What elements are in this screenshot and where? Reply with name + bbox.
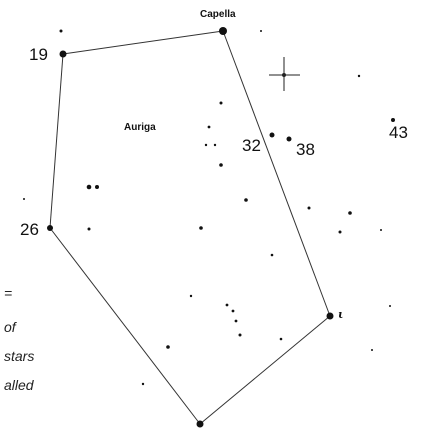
star-38 bbox=[286, 136, 292, 142]
field-star bbox=[219, 101, 223, 105]
side-note-line: alled bbox=[4, 377, 35, 393]
field-star bbox=[199, 226, 203, 230]
star-labels: Capella 19 Auriga 32 38 43 26 ι bbox=[20, 9, 408, 321]
crosshair-marker-icon bbox=[269, 57, 300, 91]
label-38: 38 bbox=[296, 140, 315, 159]
field-stars bbox=[23, 29, 391, 386]
star-iota bbox=[326, 312, 334, 320]
field-star bbox=[231, 309, 235, 313]
star-26 bbox=[47, 225, 53, 231]
field-star bbox=[141, 382, 145, 386]
star-43 bbox=[391, 118, 395, 122]
label-32: 32 bbox=[242, 136, 261, 155]
field-star bbox=[338, 230, 342, 234]
constellation-label: Auriga bbox=[124, 122, 156, 133]
constellation-lines bbox=[49, 30, 331, 425]
field-star bbox=[389, 305, 391, 307]
field-star bbox=[213, 143, 217, 147]
field-star bbox=[189, 294, 193, 298]
field-star bbox=[234, 319, 238, 323]
field-star bbox=[279, 337, 283, 341]
field-star bbox=[86, 184, 92, 190]
field-star bbox=[380, 229, 382, 231]
field-star bbox=[238, 333, 242, 337]
bright-stars bbox=[47, 27, 395, 428]
line-iota-bottom bbox=[199, 315, 331, 425]
field-star bbox=[59, 29, 63, 33]
field-star bbox=[307, 206, 311, 210]
field-star bbox=[204, 143, 208, 147]
line-19-capella bbox=[62, 30, 224, 55]
label-19: 19 bbox=[29, 45, 48, 64]
star-capella bbox=[219, 27, 227, 35]
star-bottom bbox=[196, 420, 204, 428]
label-capella: Capella bbox=[200, 9, 236, 20]
line-capella-iota bbox=[222, 30, 331, 317]
field-star bbox=[348, 211, 352, 215]
field-star bbox=[371, 349, 373, 351]
side-note-line: of bbox=[4, 319, 18, 335]
star-32 bbox=[269, 132, 275, 138]
field-star bbox=[244, 198, 248, 202]
field-star bbox=[23, 198, 25, 200]
star-19 bbox=[59, 50, 67, 58]
field-star bbox=[260, 30, 262, 32]
line-26-19 bbox=[49, 53, 64, 229]
side-note: = of stars alled bbox=[4, 285, 35, 393]
label-26: 26 bbox=[20, 220, 39, 239]
field-star bbox=[166, 345, 170, 349]
line-bottom-26 bbox=[49, 227, 201, 425]
field-star bbox=[357, 74, 361, 78]
field-star bbox=[95, 185, 99, 189]
field-star bbox=[270, 253, 274, 257]
field-star bbox=[225, 303, 229, 307]
label-43: 43 bbox=[389, 123, 408, 142]
label-iota: ι bbox=[338, 308, 343, 321]
field-star bbox=[87, 227, 91, 231]
side-note-line: stars bbox=[4, 348, 34, 364]
side-note-line: = bbox=[4, 285, 12, 301]
field-star bbox=[219, 163, 223, 167]
field-star bbox=[207, 125, 211, 129]
